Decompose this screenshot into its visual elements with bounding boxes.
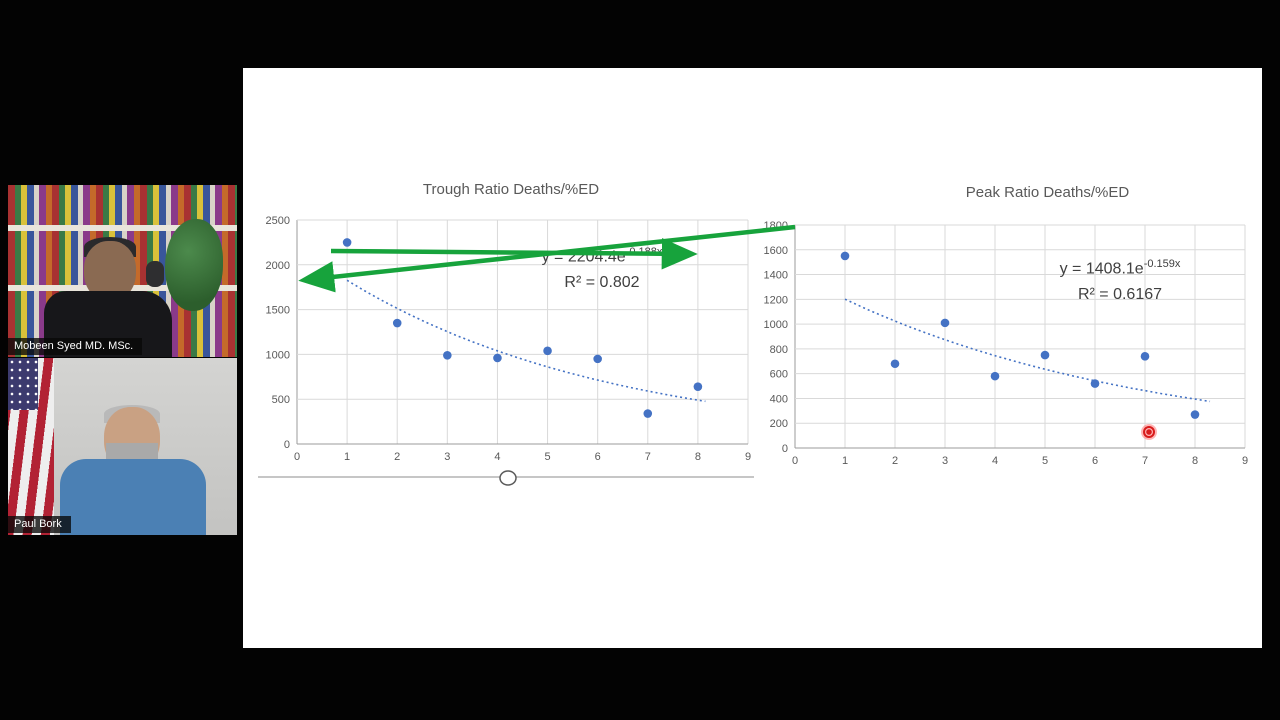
svg-text:600: 600 (770, 369, 788, 381)
equation-text: y = 1408.1e-0.159x (1059, 258, 1181, 278)
chart-trough-ratio: Trough Ratio Deaths/%ED 0 1 2 3 4 5 6 7 8 9 0 500 10… (257, 178, 765, 488)
svg-text:1000: 1000 (764, 319, 788, 331)
svg-text:7: 7 (645, 451, 651, 463)
svg-text:0: 0 (782, 443, 788, 455)
svg-text:2000: 2000 (266, 260, 290, 272)
scatter-plot-trough: 0 1 2 3 4 5 6 7 8 9 0 500 1000 1500 2000 2500 (266, 215, 752, 463)
svg-text:9: 9 (745, 451, 751, 463)
participant-name-label: Mobeen Syed MD. MSc. (8, 338, 143, 355)
svg-text:1400: 1400 (764, 270, 788, 282)
microphone (146, 261, 164, 287)
svg-text:800: 800 (770, 344, 788, 356)
participant-torso (60, 459, 206, 535)
equation-text: y = 2204.4e-0.188x (541, 246, 663, 266)
trendline-equation-trough: y = 2204.4e-0.188x R² = 0.802 (497, 244, 707, 296)
svg-text:1200: 1200 (764, 294, 788, 306)
svg-text:8: 8 (695, 451, 701, 463)
scatter-plot-peak: 0 1 2 3 4 5 6 7 8 9 0 200 400 600 800 1000 1200 1400 1600 1… (764, 220, 1249, 467)
svg-text:1000: 1000 (266, 349, 290, 361)
svg-text:1500: 1500 (266, 305, 290, 317)
svg-text:0: 0 (284, 439, 290, 451)
screen-share-slide: Trough Ratio Deaths/%ED 0 1 2 3 4 5 6 7 8 9 0 500 10… (243, 68, 1262, 648)
r-squared-text: R² = 0.6167 (1077, 285, 1163, 303)
svg-text:200: 200 (770, 418, 788, 430)
svg-text:1600: 1600 (764, 245, 788, 257)
participant-video-paul-bork[interactable]: Paul Bork (8, 358, 237, 535)
svg-text:0: 0 (294, 451, 300, 463)
svg-text:1: 1 (344, 451, 350, 463)
svg-text:3: 3 (444, 451, 450, 463)
svg-text:4: 4 (992, 455, 998, 467)
svg-text:3: 3 (942, 455, 948, 467)
svg-text:7: 7 (1142, 455, 1148, 467)
svg-text:5: 5 (544, 451, 550, 463)
svg-text:9: 9 (1242, 455, 1248, 467)
svg-text:1800: 1800 (764, 220, 788, 232)
svg-text:2500: 2500 (266, 215, 290, 227)
us-flag-canton (8, 358, 38, 410)
chart-title-trough: Trough Ratio Deaths/%ED (422, 181, 600, 198)
svg-text:1: 1 (842, 455, 848, 467)
chart-title-peak: Peak Ratio Deaths/%ED (965, 184, 1130, 201)
svg-text:4: 4 (494, 451, 500, 463)
plant-decor (165, 219, 223, 311)
participant-name-label: Paul Bork (8, 516, 71, 533)
svg-text:500: 500 (272, 394, 290, 406)
svg-text:2: 2 (394, 451, 400, 463)
participant-video-mobeen-syed[interactable]: Mobeen Syed MD. MSc. (8, 185, 237, 357)
trendline-equation-peak: y = 1408.1e-0.159x R² = 0.6167 (1010, 256, 1230, 308)
chart-peak-ratio: Peak Ratio Deaths/%ED 0 1 2 3 4 5 6 7 8 9 0 200 400 6… (751, 181, 1256, 481)
chart-bottom-slider[interactable] (257, 468, 757, 492)
r-squared-text: R² = 0.802 (564, 273, 640, 291)
svg-text:8: 8 (1192, 455, 1198, 467)
svg-text:2: 2 (892, 455, 898, 467)
svg-text:6: 6 (1092, 455, 1098, 467)
slider-handle (499, 470, 517, 486)
svg-text:6: 6 (595, 451, 601, 463)
svg-text:400: 400 (770, 393, 788, 405)
svg-text:0: 0 (792, 455, 798, 467)
svg-text:5: 5 (1042, 455, 1048, 467)
